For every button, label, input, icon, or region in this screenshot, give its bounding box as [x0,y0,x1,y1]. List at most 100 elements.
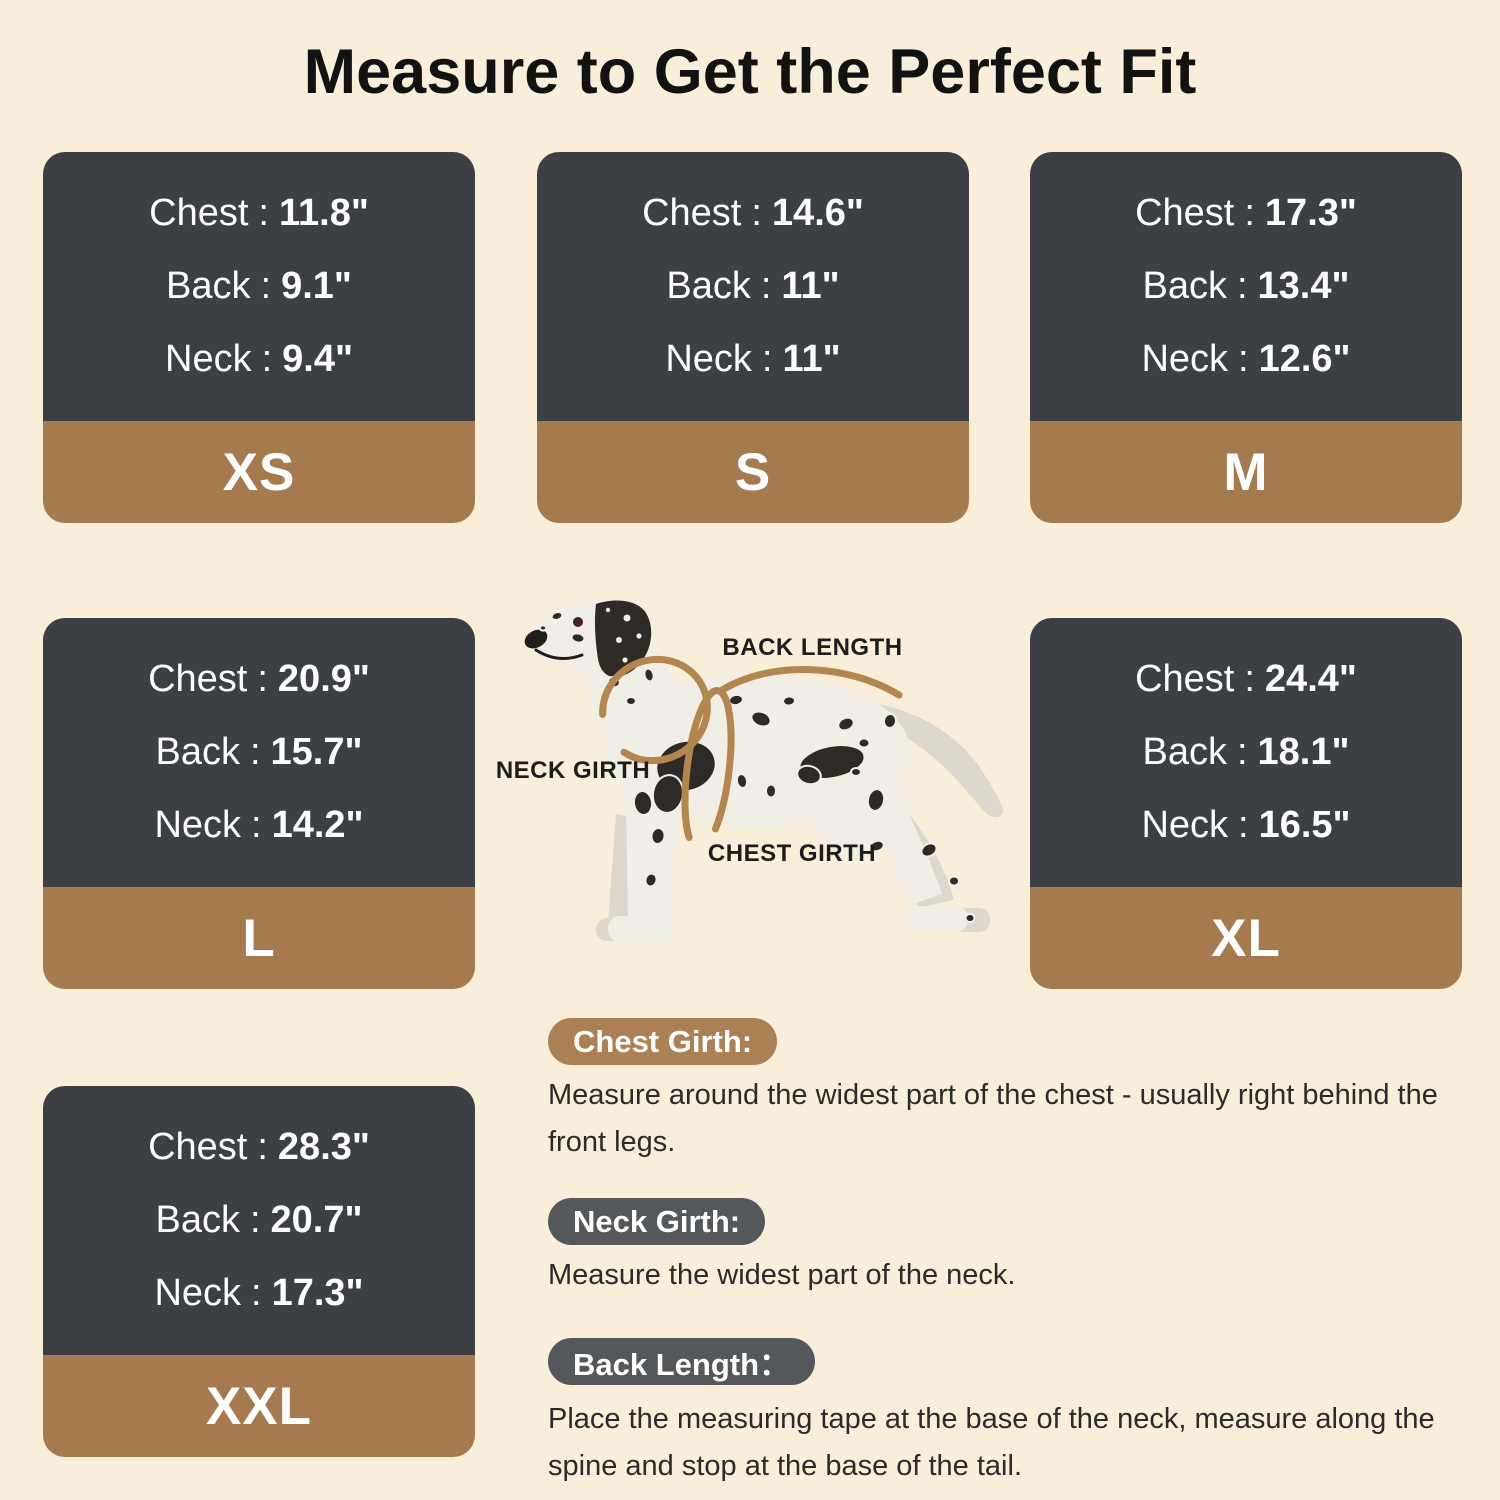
dog-ear [594,600,652,678]
neck-girth-tape [599,655,711,765]
colon-separator: : [261,338,273,380]
size-card-specs: Chest:17.3" Back:13.4" Neck:12.6" [1030,152,1462,421]
back-label: Back [1142,731,1227,773]
size-band: XS [43,421,475,523]
size-card-xs: Chest:11.8" Back:9.1" Neck:9.4" XS [43,152,475,523]
chest-girth-tape [681,687,735,853]
chest-label: Chest [148,1126,248,1168]
size-band: XL [1030,887,1462,989]
neck-girth-badge: Neck Girth: [548,1198,766,1245]
size-card-specs: Chest:28.3" Back:20.7" Neck:17.3" [43,1086,475,1355]
ear-dots [605,607,642,663]
neck-label: Neck [665,338,752,380]
size-letter: S [734,442,772,502]
chest-label: Chest [1135,192,1235,234]
chest-measurement: Chest:17.3" [1135,192,1357,235]
size-band: XXL [43,1355,475,1457]
back-length-label: BACK LENGTH [722,634,903,661]
neck-value: 11" [782,338,841,380]
size-letter: XL [1211,908,1281,968]
dog-front-paw [608,916,672,942]
back-length-note: Place the measuring tape at the base of … [548,1403,1435,1482]
colon-separator: : [251,1272,262,1314]
size-card-s: Chest:14.6" Back:11" Neck:11" S [537,152,969,523]
neck-measurement: Neck:11" [665,338,840,381]
colon-separator: : [1238,338,1249,380]
chest-label: Chest [642,192,742,234]
size-letter: L [242,908,276,968]
back-label: Back [166,265,251,307]
back-length-badge: Back Length： [548,1338,816,1385]
dog-hind-shank [874,812,942,906]
dog-mouth [534,648,584,661]
neck-label: Neck [154,804,242,846]
back-label: Back [155,1199,240,1241]
chest-value: 28.3" [277,1126,370,1168]
neck-measurement: Neck:17.3" [154,1272,363,1315]
dog-nose [524,629,548,649]
size-card-specs: Chest:11.8" Back:9.1" Neck:9.4" [43,152,475,421]
chest-value: 24.4" [1264,658,1357,700]
back-label: Back [666,265,751,307]
size-card-m: Chest:17.3" Back:13.4" Neck:12.6" M [1030,152,1462,523]
colon-separator: : [249,731,261,773]
size-letter: M [1223,442,1269,502]
neck-label: Neck [154,1272,242,1314]
neck-measurement: Neck:16.5" [1141,804,1350,847]
dog-eye [573,617,583,627]
colon-separator: : [1238,804,1249,846]
size-card-xl: Chest:24.4" Back:18.1" Neck:16.5" XL [1030,618,1462,989]
back-value: 9.1" [281,265,352,307]
size-band: M [1030,421,1462,523]
size-card-specs: Chest:20.9" Back:15.7" Neck:14.2" [43,618,475,887]
colon-separator: : [249,1199,261,1241]
colon-separator: : [1244,658,1255,700]
page-title: Measure to Get the Perfect Fit [303,37,1197,107]
back-value: 13.4" [1257,265,1350,307]
chest-value: 14.6" [771,192,864,234]
dog-front-leg [626,796,678,920]
colon-separator: : [251,804,262,846]
size-band: S [537,421,969,523]
size-card-l: Chest:20.9" Back:15.7" Neck:14.2" L [43,618,475,989]
chest-measurement: Chest:14.6" [642,192,864,235]
back-value: 11" [781,265,840,307]
size-card-specs: Chest:24.4" Back:18.1" Neck:16.5" [1030,618,1462,887]
colon-separator: : [258,192,269,234]
back-label: Back [155,731,240,773]
back-length-tape [718,666,903,699]
back-measurement: Back:13.4" [1142,265,1349,308]
back-value: 15.7" [270,731,363,773]
back-label: Back [1142,265,1227,307]
chest-label: Chest [149,192,249,234]
colon-separator: : [1236,731,1248,773]
dog-illustration [524,597,1004,942]
size-letter: XS [222,442,296,502]
size-card-xxl: Chest:28.3" Back:20.7" Neck:17.3" XXL [43,1086,475,1457]
neck-value: 16.5" [1258,804,1351,846]
chest-label: Chest [148,658,248,700]
chest-measurement: Chest:20.9" [148,658,370,701]
chest-measurement: Chest:11.8" [149,192,369,235]
back-measurement: Back:9.1" [166,265,352,308]
colon-separator: : [1244,192,1255,234]
colon-separator: : [260,265,272,307]
colon-separator: : [751,192,762,234]
chest-girth-badge-label: Chest Girth: [573,1023,753,1059]
chest-girth-note: Measure around the widest part of the ch… [548,1079,1438,1158]
neck-value: 9.4" [282,338,353,380]
size-band: L [43,887,475,989]
neck-girth-note: Measure the widest part of the neck. [548,1259,1016,1291]
chest-value: 17.3" [1264,192,1357,234]
chest-girth-label: CHEST GIRTH [707,840,877,867]
dog-hind-paw [906,906,968,932]
neck-value: 17.3" [271,1272,364,1314]
size-letter: XXL [205,1376,313,1436]
neck-label: Neck [1141,338,1229,380]
back-measurement: Back:15.7" [155,731,362,774]
neck-girth-label: NECK GIRTH [495,757,651,784]
chest-value: 20.9" [277,658,370,700]
chest-measurement: Chest:28.3" [148,1126,370,1169]
neck-measurement: Neck:9.4" [165,338,353,381]
back-measurement: Back:11" [666,265,839,308]
